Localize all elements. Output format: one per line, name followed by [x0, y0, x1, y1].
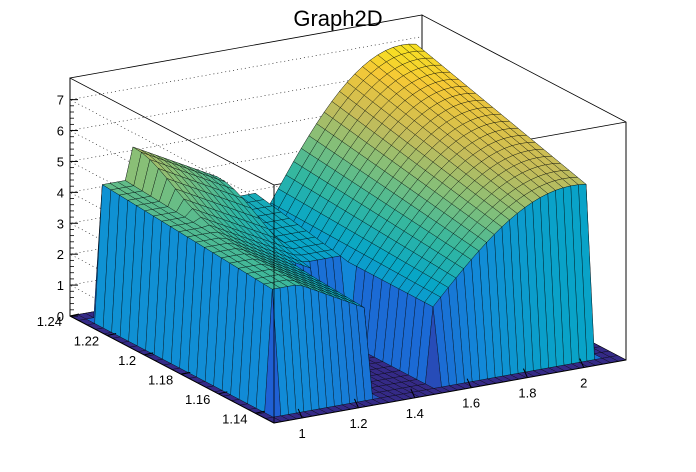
y-tick-mark — [218, 391, 228, 395]
z-tick-label: 4 — [57, 185, 64, 200]
y-axis-line — [69, 315, 275, 424]
surface-mesh — [69, 43, 627, 424]
z-axis: 0 1 2 3 4 5 6 7 — [57, 78, 78, 324]
y-tick-label: 1.22 — [74, 333, 99, 348]
x-tick-label: 1 — [299, 426, 306, 441]
z-tick-label: 6 — [57, 124, 64, 139]
z-tick-label: 7 — [57, 93, 64, 108]
x-axis-line — [273, 359, 627, 424]
y-tick-label: 1.18 — [148, 372, 173, 387]
y-tick-label: 1.24 — [37, 314, 62, 329]
x-tick-mark — [579, 358, 585, 368]
z-tick-label: 1 — [57, 278, 64, 293]
x-tick-label: 1.8 — [518, 386, 536, 401]
x-tick-label: 1.2 — [349, 416, 367, 431]
z-tick-label: 5 — [57, 154, 64, 169]
z-tick-label: 0 — [57, 309, 64, 324]
x-axis: 1 1.2 1.4 1.6 1.8 2 — [273, 358, 627, 441]
y-tick-mark — [255, 410, 265, 414]
y-tick-mark — [181, 371, 191, 375]
x-tick-label: 1.6 — [462, 396, 480, 411]
z-tick-label: 2 — [57, 247, 64, 262]
y-tick-mark — [69, 313, 80, 317]
z-tick-label: 3 — [57, 216, 64, 231]
y-axis: 1.14 1.16 1.18 1.2 1.22 1.24 — [37, 313, 275, 426]
y-tick-label: 1.2 — [118, 353, 136, 368]
y-tick-label: 1.16 — [185, 392, 210, 407]
x-tick-mark — [297, 408, 303, 419]
x-tick-mark — [466, 378, 472, 388]
x-tick-label: 2 — [580, 376, 587, 391]
x-tick-mark — [522, 368, 528, 378]
z-grid-line — [69, 36, 423, 207]
front-edges — [273, 122, 627, 423]
y-tick-mark — [144, 352, 154, 356]
x-tick-label: 1.4 — [406, 406, 424, 421]
x-tick-mark — [354, 398, 359, 409]
y-tick-label: 1.14 — [222, 411, 247, 426]
chart-title: Graph2D — [293, 6, 382, 31]
y-tick-mark — [106, 332, 117, 336]
x-tick-mark — [410, 388, 416, 399]
